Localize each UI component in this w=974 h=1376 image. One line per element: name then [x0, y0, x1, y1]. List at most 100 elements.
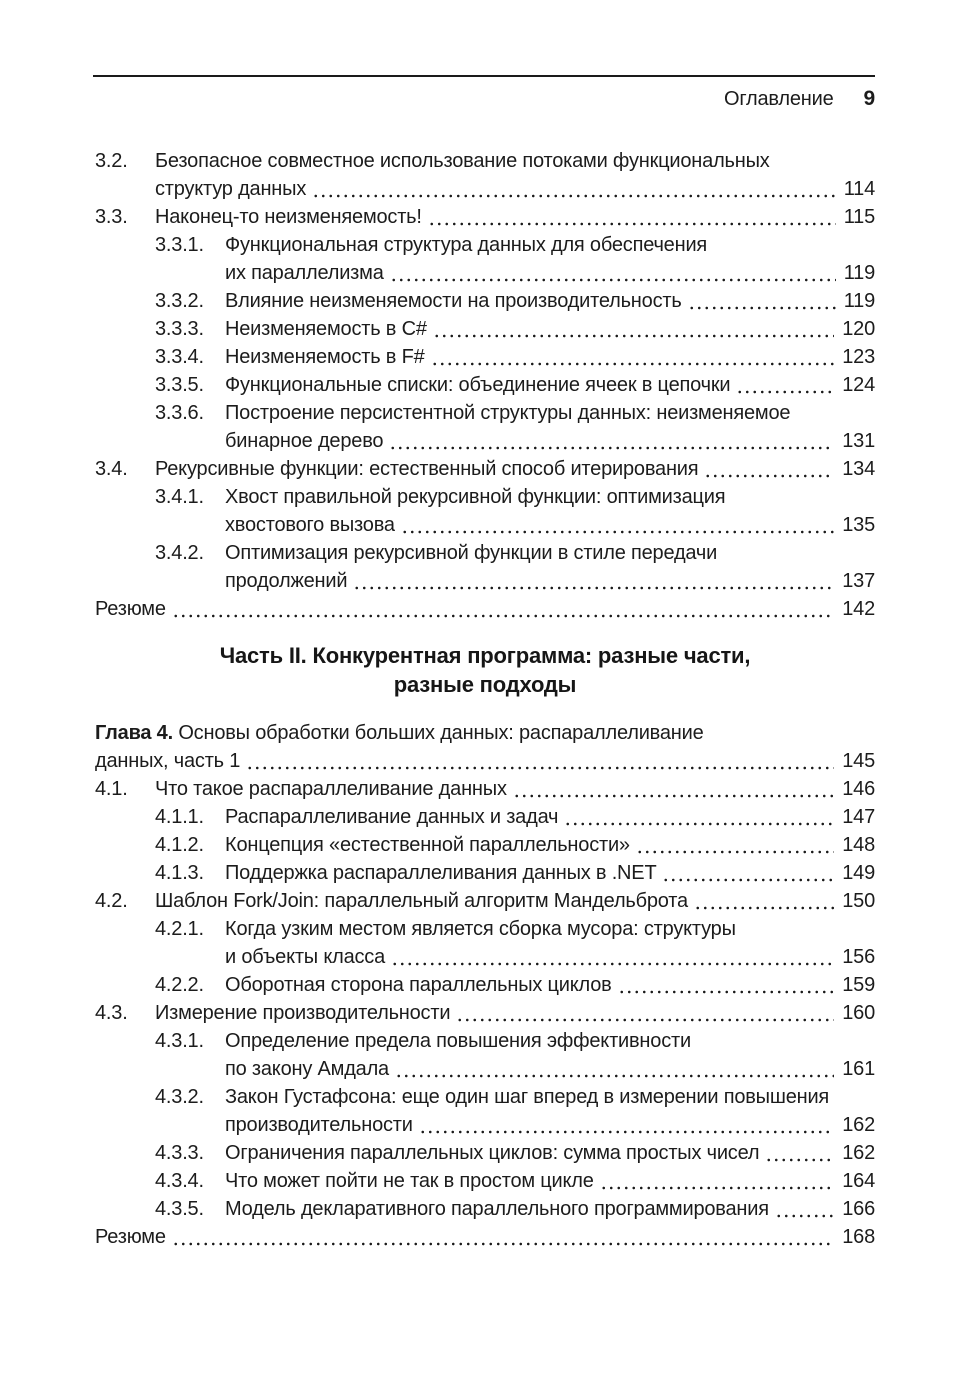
entry-title: структур данных	[155, 178, 307, 200]
entry-title: Глава 4. Основы обработки больших данных…	[95, 722, 704, 744]
dotted-leader	[662, 878, 835, 882]
entry-page-number: 124	[842, 374, 875, 396]
dotted-leader	[246, 766, 835, 770]
entry-line: Что такое распараллеливание данных 146	[155, 775, 875, 803]
entry-title: Распараллеливание данных и задач	[225, 806, 559, 828]
entry-title: Безопасное совместное использование пото…	[155, 150, 770, 172]
toc-entry: 3.3.4. Неизменяемость в F# 123	[95, 343, 875, 371]
entry-page-number: 146	[842, 778, 875, 800]
entry-line: Резюме 168	[95, 1223, 875, 1251]
entry-line: Оптимизация рекурсивной функции в стиле …	[225, 539, 875, 567]
entry-line: Глава 4. Основы обработки больших данных…	[95, 719, 875, 747]
entry-title: Построение персистентной структуры данны…	[225, 402, 791, 424]
entry-page-number: 150	[842, 890, 875, 912]
toc-entry: 4.3.1. Определение предела повышения эффе…	[95, 1027, 875, 1083]
entry-page-number: 148	[842, 834, 875, 856]
entry-line: Поддержка распараллеливания данных в .NE…	[225, 859, 875, 887]
entry-line: Ограничения параллельных циклов: сумма п…	[225, 1139, 875, 1167]
entry-number: 4.3.5.	[155, 1198, 204, 1220]
dotted-leader	[774, 1214, 835, 1218]
entry-title: Неизменяемость в C#	[225, 318, 427, 340]
entry-number: 4.3.1.	[155, 1030, 204, 1052]
page-number: 9	[863, 87, 876, 110]
entry-title: Определение предела повышения эффективно…	[225, 1030, 691, 1052]
entry-title: Рекурсивные функции: естественный способ…	[155, 458, 699, 480]
dotted-leader	[693, 906, 835, 910]
entry-title: Измерение производительности	[155, 1002, 451, 1024]
toc-entry: 3.4.2. Оптимизация рекурсивной функции в …	[95, 539, 875, 595]
entry-number: 3.2.	[95, 150, 128, 172]
entry-title: Концепция «естественной параллельности»	[225, 834, 630, 856]
entry-title: Резюме	[95, 598, 166, 620]
entry-title: и объекты класса	[225, 946, 386, 968]
entry-line: продолжений 137	[225, 567, 875, 595]
summary-entry: Резюме 168	[95, 1223, 875, 1251]
entry-number: 4.1.3.	[155, 862, 204, 884]
entry-page-number: 119	[843, 290, 875, 312]
entry-page-number: 159	[842, 974, 875, 996]
entry-title: Ограничения параллельных циклов: сумма п…	[225, 1142, 760, 1164]
entry-page-number: 137	[842, 570, 875, 592]
entry-line: Функциональные списки: объединение ячеек…	[225, 371, 875, 399]
entry-line: Шаблон Fork/Join: параллельный алгоритм …	[155, 887, 875, 915]
entry-title: производительности	[225, 1114, 413, 1136]
toc-entry: 3.3.1. Функциональная структура данных дл…	[95, 231, 875, 287]
entry-line: Распараллеливание данных и задач 147	[225, 803, 875, 831]
entry-title: продолжений	[225, 570, 348, 592]
entry-title: Резюме	[95, 1226, 166, 1248]
entry-title: Модель декларативного параллельного прог…	[225, 1198, 769, 1220]
entry-number: 4.2.2.	[155, 974, 204, 996]
toc-entry: 4.1.1. Распараллеливание данных и задач 14…	[95, 803, 875, 831]
dotted-leader	[736, 390, 835, 394]
entry-page-number: 160	[842, 1002, 875, 1024]
entry-page-number: 161	[842, 1058, 875, 1080]
entry-line: Построение персистентной структуры данны…	[225, 399, 875, 427]
dotted-leader	[391, 962, 835, 966]
entry-page-number: 147	[842, 806, 875, 828]
dotted-leader	[171, 614, 835, 618]
toc-entry: 4.3.4. Что может пойти не так в простом ц…	[95, 1167, 875, 1195]
toc-entry: 3.3.6. Построение персистентной структуры…	[95, 399, 875, 455]
toc-entry: 3.4.1. Хвост правильной рекурсивной функц…	[95, 483, 875, 539]
entry-line: по закону Амдала 161	[225, 1055, 875, 1083]
entry-line: Неизменяемость в F# 123	[225, 343, 875, 371]
entry-title: Что может пойти не так в простом цикле	[225, 1170, 594, 1192]
entry-title: Когда узким местом является сборка мусор…	[225, 918, 736, 940]
dotted-leader	[171, 1242, 835, 1246]
entry-title: Функциональная структура данных для обес…	[225, 234, 708, 256]
toc-entry: 3.3.2. Влияние неизменяемости на производ…	[95, 287, 875, 315]
entry-line: Хвост правильной рекурсивной функции: оп…	[225, 483, 875, 511]
entry-line: Резюме 142	[95, 595, 875, 623]
entry-page-number: 119	[843, 262, 875, 284]
dotted-leader	[430, 362, 835, 366]
entry-title: Закон Густафсона: еще один шаг вперед в …	[225, 1086, 830, 1108]
entry-line: Влияние неизменяемости на производительн…	[225, 287, 875, 315]
part-heading-line: разные подходы	[393, 672, 577, 697]
entry-line: структур данных 114	[155, 175, 875, 203]
entry-number: 3.4.1.	[155, 486, 204, 508]
dotted-leader	[389, 446, 835, 450]
toc-entry: 3.3.5. Функциональные списки: объединение…	[95, 371, 875, 399]
entry-number: 3.4.	[95, 458, 128, 480]
entry-number: 4.2.	[95, 890, 128, 912]
entry-title: Хвост правильной рекурсивной функции: оп…	[225, 486, 726, 508]
toc-entry: 3.2. Безопасное совместное использование …	[95, 147, 875, 203]
entry-title: их параллелизма	[225, 262, 384, 284]
entry-page-number: 115	[843, 206, 875, 228]
toc-entry: 4.3. Измерение производительности 160	[95, 999, 875, 1027]
entry-line: Рекурсивные функции: естественный способ…	[155, 455, 875, 483]
entry-number: 4.1.	[95, 778, 128, 800]
entry-number: 4.3.	[95, 1002, 128, 1024]
toc-entry: 4.1.3. Поддержка распараллеливания данных…	[95, 859, 875, 887]
entry-page-number: 164	[842, 1170, 875, 1192]
entry-number: 4.3.4.	[155, 1170, 204, 1192]
entry-page-number: 162	[842, 1114, 875, 1136]
entry-title: Влияние неизменяемости на производительн…	[225, 290, 682, 312]
entry-line: их параллелизма 119	[225, 259, 875, 287]
entry-number: 3.3.3.	[155, 318, 204, 340]
entry-line: Наконец-то неизменяемость! 115	[155, 203, 875, 231]
entry-title: бинарное дерево	[225, 430, 384, 452]
entry-line: Измерение производительности 160	[155, 999, 875, 1027]
entry-number: 4.3.2.	[155, 1086, 204, 1108]
